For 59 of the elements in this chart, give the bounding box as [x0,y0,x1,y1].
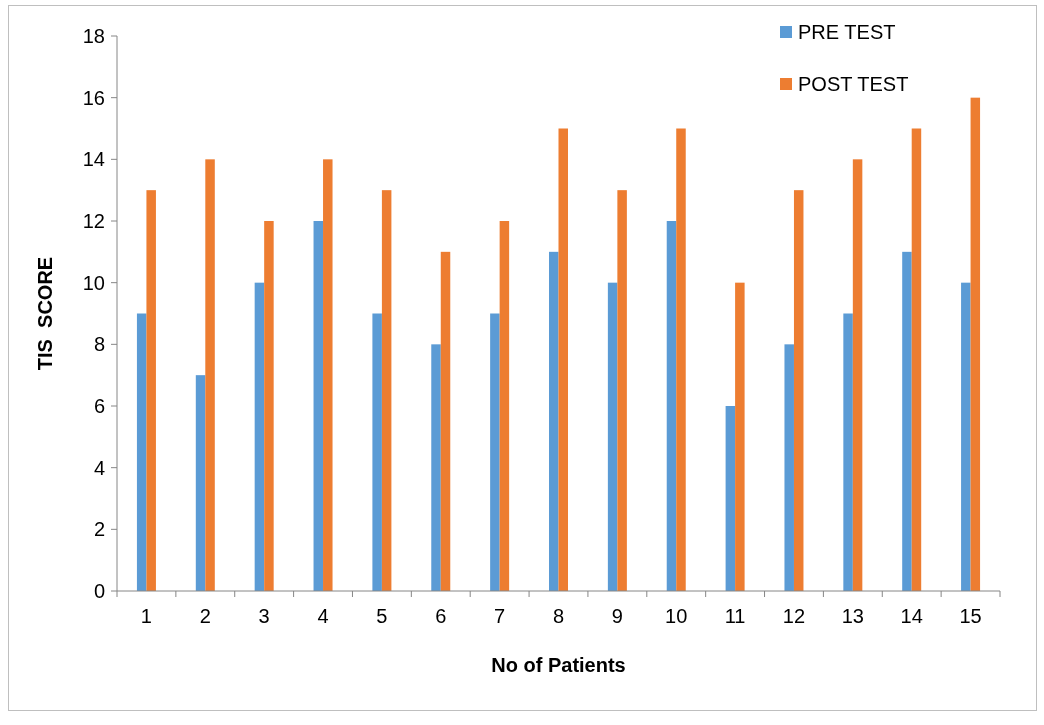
x-tick-label: 3 [258,605,270,627]
x-tick-label: 7 [494,605,506,627]
bar [666,221,677,591]
bar [902,251,912,591]
bar [490,313,500,591]
bar [852,159,863,591]
y-tick-label: 16 [82,86,105,109]
bar [725,406,736,591]
bar [372,313,382,591]
x-tick-label: 12 [782,605,806,627]
y-axis-title: TIS SCORE [34,256,56,371]
bar [911,128,922,591]
x-tick-label: 15 [959,605,982,627]
bar [843,313,853,591]
bar [381,190,392,591]
x-axis-title: No of Patients [491,654,626,676]
bar [499,221,510,591]
bar [146,190,156,591]
x-tick-label: 2 [199,605,211,627]
bar [440,251,451,591]
bar [313,221,324,591]
x-tick-label: 11 [724,605,746,627]
x-tick-label: 6 [435,605,447,627]
bar [195,375,206,591]
y-tick-label: 12 [82,210,105,232]
bar [431,344,441,591]
x-tick-label: 8 [552,605,565,627]
x-tick-label: 1 [140,605,152,627]
y-tick-label: 8 [93,333,105,356]
x-tick-label: 4 [317,605,329,627]
x-tick-label: 10 [665,605,688,627]
bar [136,313,147,591]
bar [254,282,265,591]
y-tick-label: 2 [93,518,105,541]
bar [264,221,274,591]
bar [970,97,981,591]
bar [558,128,568,591]
bar [735,282,745,591]
bar [676,128,686,591]
x-tick-label: 13 [841,605,864,627]
bar [205,159,215,591]
x-tick-label: 14 [900,605,923,627]
bar [784,344,794,591]
x-tick-label: 9 [611,605,623,627]
y-tick-label: 4 [93,456,105,479]
y-tick-label: 0 [93,580,105,602]
y-tick-label: 6 [93,395,105,417]
y-tick-label: 14 [82,148,105,171]
bar [607,282,618,591]
legend-label: PRE TEST [798,21,896,43]
bar [617,190,627,591]
bar [323,159,333,591]
bar [549,251,559,591]
bar [961,282,971,591]
x-tick-label: 5 [376,605,388,627]
legend-label: POST TEST [798,73,909,95]
y-tick-label: 10 [82,271,105,294]
bar [793,190,804,591]
y-tick-label: 18 [82,25,105,47]
